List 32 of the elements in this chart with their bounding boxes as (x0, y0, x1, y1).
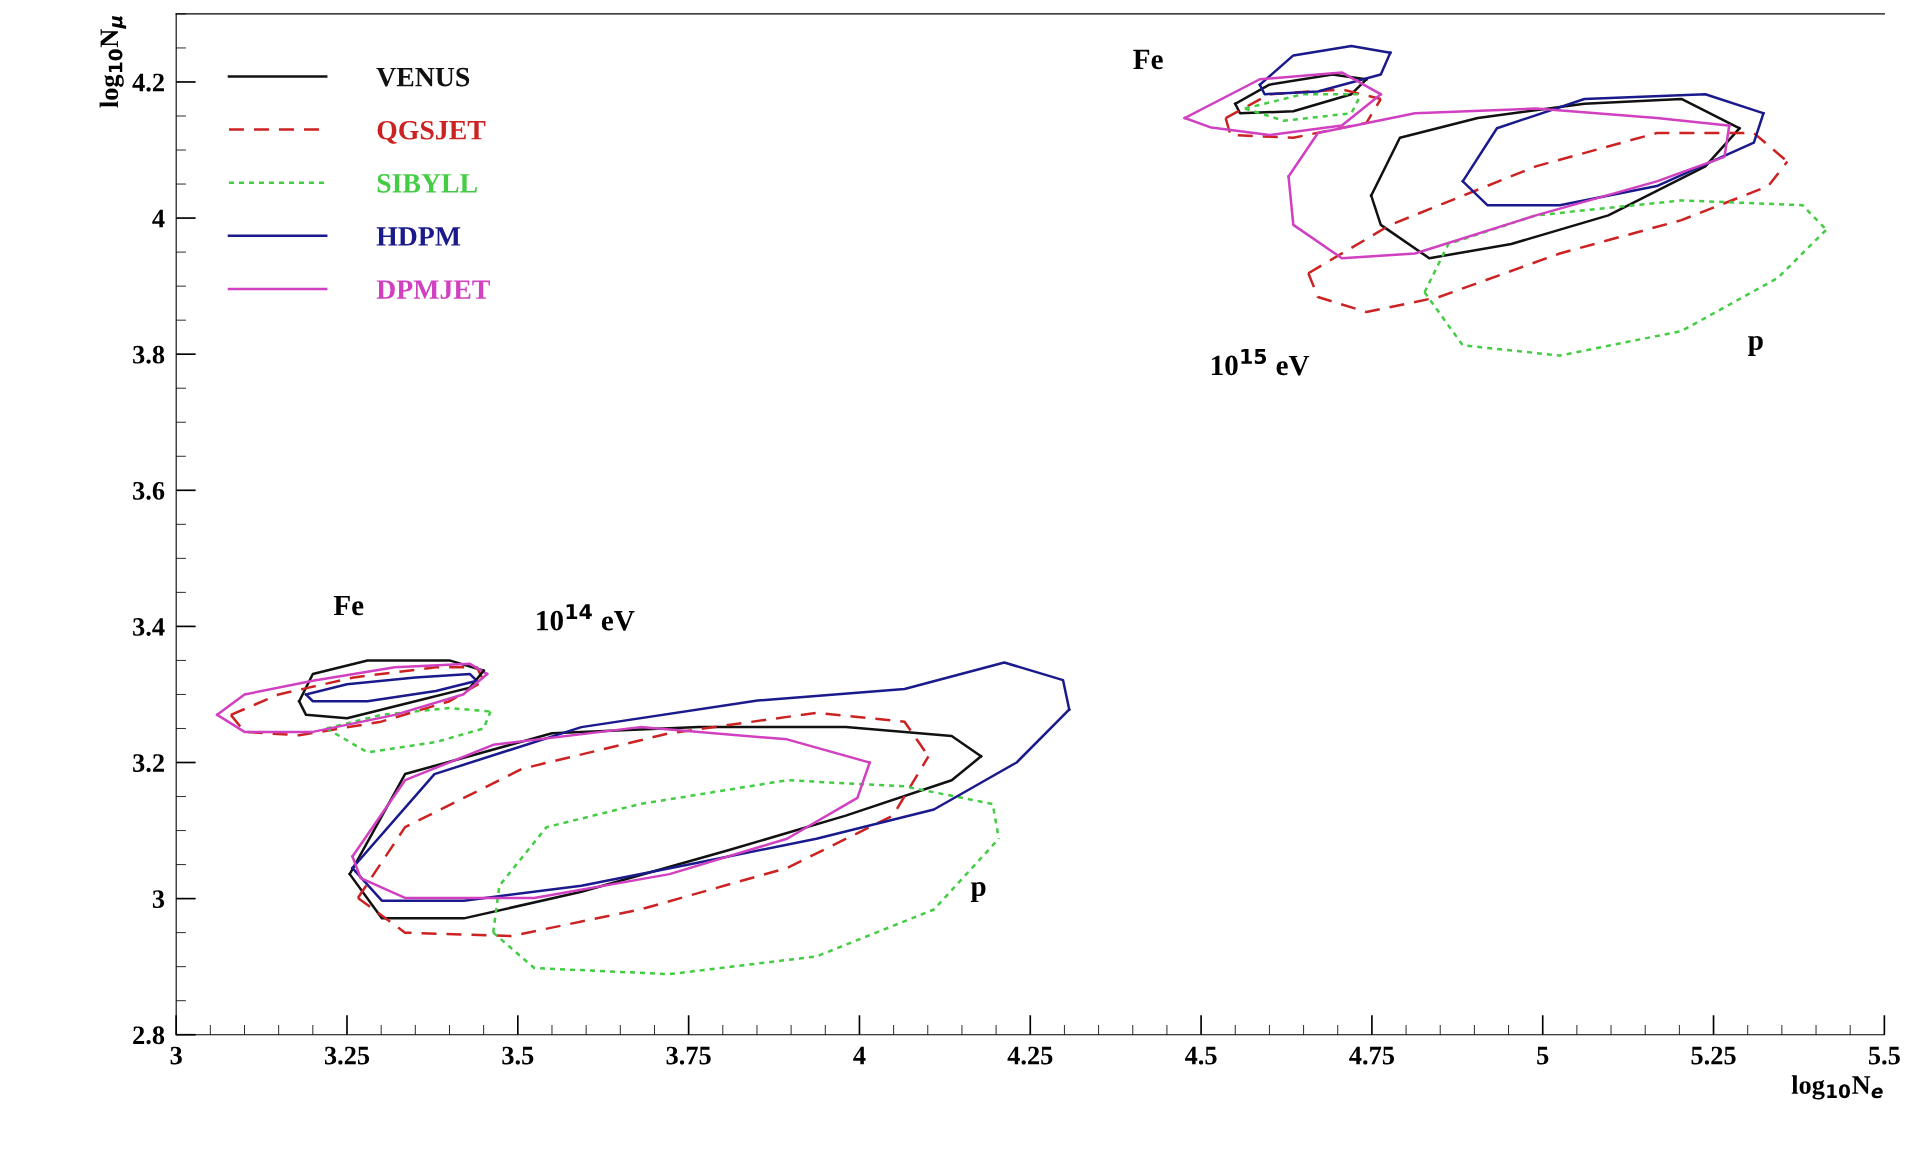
legend-label: DPMJET (376, 280, 490, 299)
x-tick-label: 4.25 (1007, 1046, 1053, 1065)
annotation: p (970, 882, 986, 903)
y-tick-label: 3.4 (133, 618, 165, 636)
y-tick-label: 3.8 (133, 345, 165, 364)
x-tick-label: 4.5 (1184, 1046, 1217, 1065)
y-tick-label: 4 (152, 209, 165, 228)
annotation: 10$^{15}$ eV (1211, 348, 1310, 376)
x-tick-label: 4 (853, 1046, 866, 1065)
x-tick-label: 3 (170, 1046, 182, 1065)
y-tick-label: 4.2 (132, 73, 164, 92)
x-tick-label: 3.5 (502, 1046, 534, 1065)
y-tick-label: 3.2 (133, 754, 164, 773)
legend-label: HDPM (376, 227, 461, 246)
annotation: Fe (333, 595, 364, 616)
annotation: Fe (1133, 49, 1163, 70)
y-tick-label: 3.6 (133, 481, 165, 500)
legend-label: SIBYLL (377, 174, 477, 193)
y-axis-title: log$_{10}$N$_{μ}$ (99, 16, 127, 108)
annotation: p (1748, 335, 1763, 356)
x-tick-label: 3.25 (324, 1046, 370, 1065)
x-tick-label: 5 (1537, 1046, 1549, 1065)
annotation: 10$^{14}$ eV (537, 604, 635, 631)
y-tick-label: 2.8 (133, 1026, 165, 1045)
legend-label: VENUS (376, 67, 470, 87)
x-tick-label: 4.75 (1349, 1046, 1395, 1065)
x-tick-label: 3.75 (666, 1046, 711, 1065)
y-tick-label: 3 (152, 890, 165, 909)
x-axis-title: log$_{10}$N$_{e}$ (1791, 1075, 1883, 1100)
legend-label: QGSJET (377, 120, 486, 144)
x-tick-label: 5.25 (1691, 1046, 1736, 1065)
x-tick-label: 5.5 (1868, 1046, 1900, 1065)
